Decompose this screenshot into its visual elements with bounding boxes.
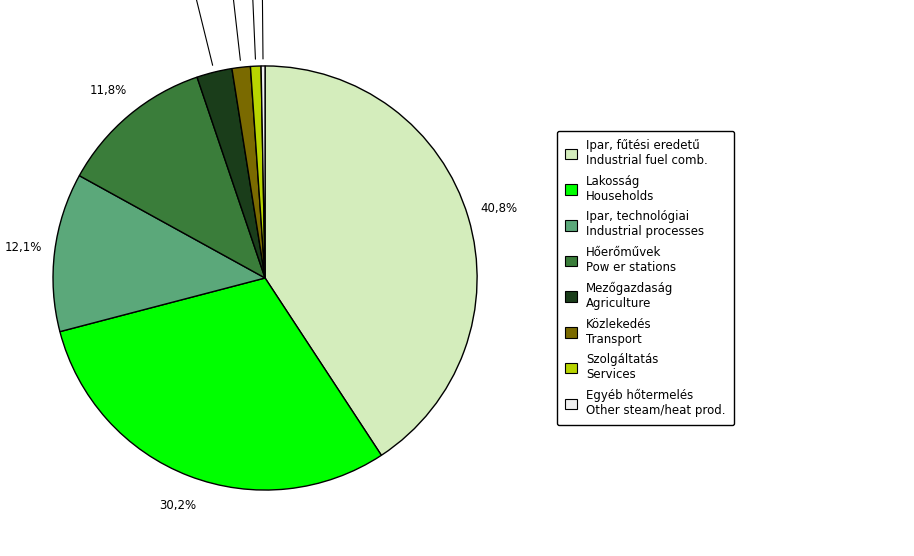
Wedge shape [53,176,265,331]
Text: 2,7%: 2,7% [178,0,213,65]
Wedge shape [197,68,265,278]
Wedge shape [265,66,477,455]
Wedge shape [250,66,265,278]
Text: 0,8%: 0,8% [237,0,267,59]
Text: 1,4%: 1,4% [217,0,246,61]
Wedge shape [60,278,381,490]
Text: 11,8%: 11,8% [90,85,127,97]
Wedge shape [261,66,265,278]
Text: 40,8%: 40,8% [480,202,517,215]
Text: 12,1%: 12,1% [5,241,42,254]
Legend: Ipar, fűtési eredetű
Industrial fuel comb., Lakosság
Households, Ipar, technológ: Ipar, fűtési eredetű Industrial fuel com… [557,131,734,425]
Wedge shape [80,77,265,278]
Text: 0,3%: 0,3% [248,0,277,59]
Wedge shape [232,67,265,278]
Text: 30,2%: 30,2% [159,499,197,512]
